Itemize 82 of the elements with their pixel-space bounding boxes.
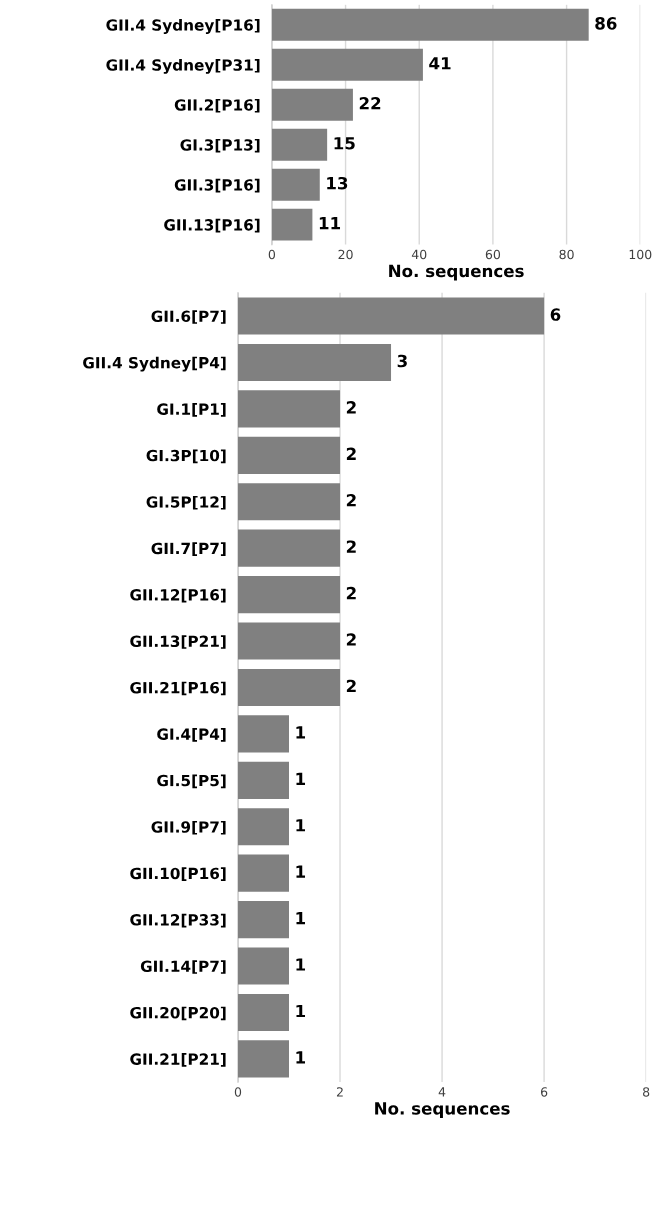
x-tick-label: 20	[338, 249, 353, 260]
x-tick-label: 8	[643, 1087, 650, 1097]
bar	[271, 88, 353, 121]
data-label: 86	[595, 17, 617, 30]
y-tick-label: GII.2[P16]	[174, 98, 260, 113]
bar	[237, 297, 545, 335]
y-tick-label: GII.14[P7]	[140, 960, 226, 974]
data-label: 1	[296, 865, 306, 878]
y-tick-label: GII.4 Sydney[P4]	[83, 356, 226, 372]
y-tick-label: GI.3[P13]	[180, 138, 260, 153]
data-label: 2	[346, 493, 356, 507]
bar	[237, 529, 341, 567]
y-tick-label: GII.12[P33]	[130, 913, 226, 928]
bar	[271, 168, 320, 201]
bar	[237, 436, 341, 474]
bar	[237, 901, 289, 939]
x-tick-label: 4	[438, 1087, 446, 1097]
data-label: 1	[296, 772, 306, 785]
x-tick-label: 6	[540, 1087, 548, 1097]
x-tick-label: 40	[411, 249, 427, 260]
data-label: 2	[346, 586, 356, 600]
bar	[237, 622, 341, 660]
data-label: 3	[397, 354, 407, 368]
bar	[271, 48, 423, 81]
y-tick-label: GI.5[P5]	[157, 774, 226, 789]
bar	[237, 761, 289, 799]
y-tick-label: GI.5P[12]	[146, 495, 226, 510]
bar	[271, 8, 589, 41]
data-label: 2	[346, 447, 356, 460]
x-tick-label: 100	[629, 249, 652, 260]
y-tick-label: GII.4 Sydney[P31]	[106, 58, 260, 74]
bar	[237, 576, 341, 614]
y-tick-label: GI.4[P4]	[157, 728, 226, 742]
data-label: 13	[327, 176, 348, 190]
y-tick-label: GII.4 Sydney[P16]	[106, 19, 260, 34]
x-axis-title: No. sequences	[375, 1102, 510, 1118]
data-label: 22	[359, 96, 381, 110]
bar	[237, 715, 289, 753]
data-label: 2	[346, 401, 356, 414]
data-label: 2	[346, 540, 356, 553]
bar	[237, 343, 392, 382]
data-label: 1	[296, 819, 306, 832]
bar	[237, 1040, 289, 1078]
y-tick-label: GII.10[P16]	[130, 867, 226, 881]
data-label: 11	[319, 217, 341, 230]
bar	[237, 854, 289, 892]
data-label: 2	[346, 679, 356, 693]
data-label: 15	[334, 137, 355, 150]
data-label: 1	[296, 726, 306, 739]
y-tick-label: GII.9[P7]	[151, 820, 226, 835]
bar	[237, 993, 289, 1032]
bar	[237, 947, 289, 985]
y-tick-label: GII.21[P16]	[130, 681, 226, 696]
data-label: 6	[550, 308, 561, 321]
x-tick-label: 60	[485, 249, 501, 260]
y-tick-label: GII.3[P16]	[174, 178, 260, 193]
bar	[271, 128, 328, 161]
bar	[237, 668, 341, 707]
x-tick-label: 2	[336, 1087, 343, 1097]
data-label: 41	[429, 57, 451, 70]
y-tick-label: GI.1[P1]	[157, 403, 226, 417]
x-tick-label: 0	[268, 249, 276, 260]
y-tick-label: GII.20[P20]	[130, 1006, 226, 1021]
data-label: 1	[296, 958, 306, 971]
x-tick-label: 80	[559, 249, 574, 260]
data-label: 1	[296, 912, 306, 925]
bar	[237, 808, 289, 846]
data-label: 1	[296, 1051, 306, 1064]
data-label: 2	[346, 633, 356, 646]
bar	[237, 483, 341, 521]
y-tick-label: GII.13[P21]	[130, 635, 226, 649]
y-tick-label: GII.21[P21]	[130, 1053, 226, 1067]
bar	[237, 390, 341, 428]
y-tick-label: GII.12[P16]	[130, 588, 226, 603]
y-tick-label: GII.13[P16]	[164, 218, 260, 233]
y-tick-label: GII.7[P7]	[151, 542, 226, 556]
x-tick-label: 0	[234, 1087, 242, 1097]
y-tick-label: GI.3P[10]	[146, 449, 226, 464]
data-label: 1	[296, 1004, 306, 1018]
x-axis-title: No. sequences	[389, 264, 524, 281]
y-tick-label: GII.6[P7]	[151, 310, 226, 324]
bar	[271, 208, 313, 241]
